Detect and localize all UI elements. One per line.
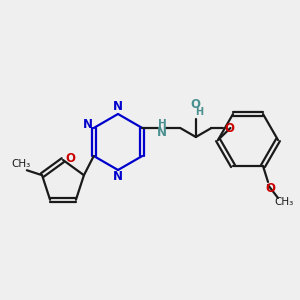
Text: CH₃: CH₃ xyxy=(274,197,294,207)
Text: N: N xyxy=(113,170,123,184)
Text: N: N xyxy=(113,100,123,113)
Text: O: O xyxy=(265,182,275,196)
Text: N: N xyxy=(83,118,93,131)
Text: CH₃: CH₃ xyxy=(11,159,31,169)
Text: N: N xyxy=(157,125,167,139)
Text: O: O xyxy=(191,98,201,112)
Text: O: O xyxy=(65,152,75,164)
Text: H: H xyxy=(158,119,167,129)
Text: H: H xyxy=(195,107,203,117)
Text: O: O xyxy=(224,122,234,134)
